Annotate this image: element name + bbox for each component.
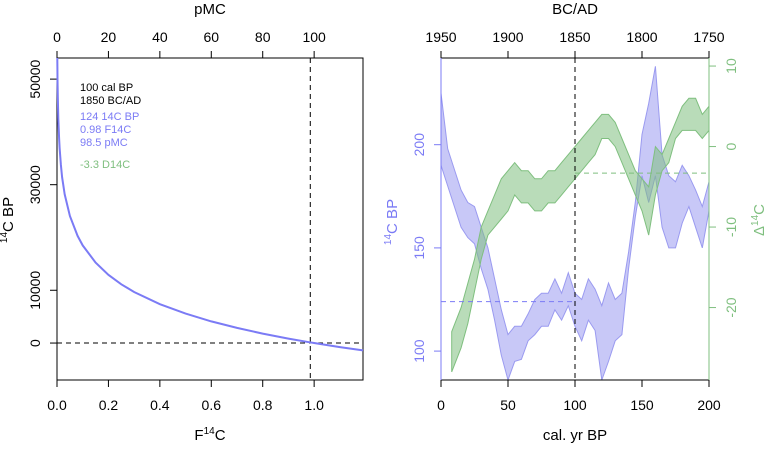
left-top-tick-label: 40 (152, 29, 168, 45)
right-top-tick-label: 1950 (425, 29, 456, 45)
right-d14c-tick-label: 10 (723, 58, 739, 74)
right-top-tick-label: 1900 (492, 29, 523, 45)
left-xtick-label: 0.6 (202, 397, 222, 413)
right-d14c-tick-label: -20 (723, 297, 739, 317)
left-xtick-label: 0.8 (253, 397, 273, 413)
left-ticks: 0.0 0.2 0.4 0.6 0.8 1.0 0 20 40 60 80 100 0 10000 3000… (27, 29, 326, 413)
right-top-tick-label: 1850 (559, 29, 590, 45)
left-top-tick-label: 60 (203, 29, 219, 45)
left-top-axis-title: pMC (194, 1, 226, 18)
left-xaxis-title: F14C (194, 426, 225, 444)
left-xtick-label: 0.0 (47, 397, 67, 413)
left-annotation-text: 124 14C BP (80, 111, 139, 123)
right-xaxis-title: cal. yr BP (543, 427, 607, 444)
right-xtick-label: 150 (630, 397, 654, 413)
left-annotation-text: 1850 BC/AD (80, 95, 141, 107)
left-xtick-label: 1.0 (304, 397, 324, 413)
right-d14c-tick-label: 0 (723, 142, 739, 150)
left-ytick-label: 30000 (27, 165, 43, 204)
right-xtick-label: 100 (563, 397, 587, 413)
right-ytick-label: 150 (411, 236, 427, 260)
right-ytick-label: 200 (411, 133, 427, 157)
left-xtick-label: 0.2 (99, 397, 119, 413)
right-xtick-label: 0 (437, 397, 445, 413)
right-xtick-label: 200 (697, 397, 721, 413)
left-annotation-text: 0.98 F14C (80, 124, 131, 136)
left-annotation-text: 98.5 pMC (80, 137, 128, 149)
calibration-curve-line (56, 57, 364, 352)
left-xtick-label: 0.4 (150, 397, 170, 413)
left-top-tick-label: 0 (53, 29, 61, 45)
right-xtick-label: 50 (500, 397, 516, 413)
left-annotation-text: -3.3 D14C (80, 159, 130, 171)
right-left-yaxis-title: 14C BP (383, 199, 401, 245)
right-right-yaxis-title: Δ14C (750, 204, 768, 236)
left-ytick-label: 0 (27, 339, 43, 347)
left-plot-frame (56, 57, 364, 381)
left-panel: 0.0 0.2 0.4 0.6 0.8 1.0 0 20 40 60 80 100 0 10000 3000… (0, 1, 364, 444)
right-top-tick-label: 1750 (693, 29, 724, 45)
right-ytick-label: 100 (411, 339, 427, 363)
right-top-axis-title: BC/AD (552, 1, 598, 18)
left-top-tick-label: 100 (302, 29, 326, 45)
left-top-tick-label: 20 (101, 29, 117, 45)
right-top-tick-label: 1800 (626, 29, 657, 45)
left-yaxis-title: 14C BP (0, 197, 17, 243)
right-d14c-tick-label: -10 (723, 217, 739, 237)
left-top-tick-label: 80 (255, 29, 271, 45)
left-ytick-label: 10000 (27, 271, 43, 310)
left-ytick-label: 50000 (27, 59, 43, 98)
left-annotation-text: 100 cal BP (80, 82, 133, 94)
